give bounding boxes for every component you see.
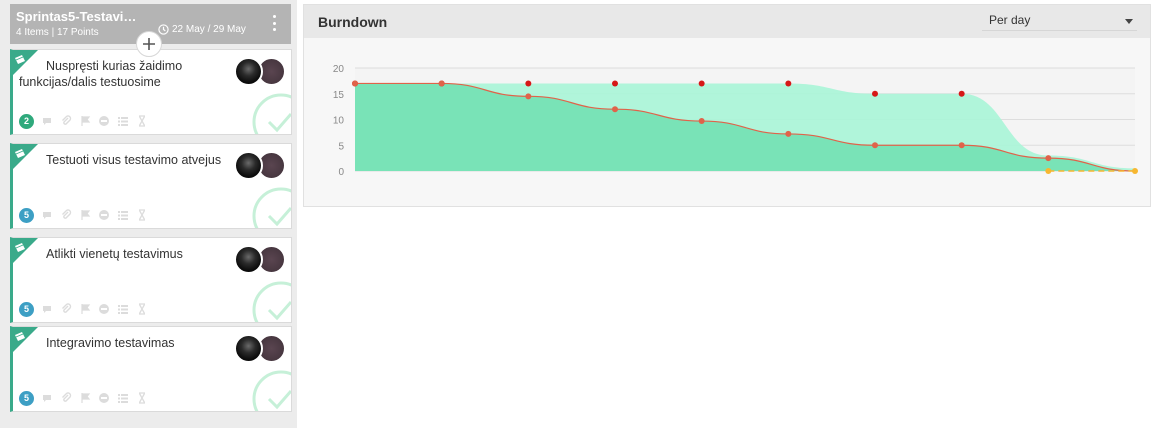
- hourglass-icon[interactable]: [136, 392, 148, 404]
- period-select-value: Per day: [989, 13, 1031, 27]
- task-card[interactable]: Atlikti vienetų testavimus 5: [10, 237, 292, 323]
- flag-icon[interactable]: [79, 115, 91, 127]
- series-2-line: [355, 82, 1136, 172]
- story-type-icon: [13, 327, 38, 352]
- series-2-point: [1045, 155, 1052, 162]
- attachment-icon[interactable]: [60, 209, 72, 221]
- story-type-icon: [13, 144, 38, 169]
- series-1-point: [958, 90, 965, 97]
- sprint-dates: 22 May / 29 May: [158, 24, 246, 35]
- points-badge: 5: [19, 301, 34, 317]
- avatar[interactable]: [234, 245, 263, 274]
- series-2-point: [958, 142, 965, 149]
- burndown-header: Burndown Per day: [304, 5, 1150, 38]
- flag-icon[interactable]: [79, 392, 91, 404]
- story-type-icon: [13, 238, 38, 263]
- series-2-point: [698, 118, 705, 125]
- assignees[interactable]: [234, 57, 286, 87]
- avatar[interactable]: [234, 151, 263, 180]
- hourglass-icon[interactable]: [136, 303, 148, 315]
- chevron-down-icon[interactable]: [1125, 19, 1133, 24]
- sprint-dates-text: 22 May / 29 May: [172, 24, 246, 35]
- attachment-icon[interactable]: [60, 303, 72, 315]
- hourglass-icon[interactable]: [136, 209, 148, 221]
- comment-icon[interactable]: [41, 115, 53, 127]
- comment-icon[interactable]: [41, 392, 53, 404]
- y-tick-label: 5: [338, 141, 344, 152]
- series-2-area: [355, 83, 1135, 171]
- done-check-icon[interactable]: [245, 180, 292, 229]
- y-tick-label: 20: [333, 64, 345, 75]
- assignees[interactable]: [234, 334, 286, 364]
- burndown-chart: 20 15 10 5 0: [333, 64, 1138, 178]
- series-2-point: [438, 80, 445, 87]
- card-title[interactable]: Nuspręsti kurias žaidimo funkcijas/dalis…: [19, 59, 183, 89]
- sprint-column: Sprintas5-Testavi… 4 Items | 17 Points 2…: [0, 0, 297, 428]
- points-badge: 5: [19, 390, 34, 406]
- done-check-icon[interactable]: [245, 274, 292, 323]
- attachment-icon[interactable]: [60, 392, 72, 404]
- series-2-point: [1132, 168, 1138, 174]
- assignees[interactable]: [234, 151, 286, 181]
- series-2-point: [785, 130, 792, 137]
- series-2-point: [352, 80, 358, 87]
- burndown-panel: Burndown Per day 20 15 10 5 0: [303, 4, 1151, 207]
- done-check-icon[interactable]: [245, 363, 292, 412]
- flag-icon[interactable]: [79, 209, 91, 221]
- comment-icon[interactable]: [41, 303, 53, 315]
- blocked-icon[interactable]: [98, 209, 110, 221]
- card-footer: 5: [19, 390, 148, 406]
- story-type-icon: [13, 50, 38, 75]
- flag-icon[interactable]: [79, 303, 91, 315]
- series-1-point: [612, 80, 618, 87]
- more-options-icon[interactable]: [271, 15, 277, 31]
- card-title[interactable]: Atlikti vienetų testavimus: [46, 247, 183, 261]
- checklist-icon[interactable]: [117, 303, 129, 315]
- checklist-icon[interactable]: [117, 115, 129, 127]
- done-check-icon[interactable]: [245, 86, 292, 135]
- period-select[interactable]: Per day: [982, 9, 1137, 31]
- comment-icon[interactable]: [41, 209, 53, 221]
- series-2-point: [612, 106, 618, 113]
- card-footer: 2: [19, 113, 148, 129]
- projected-point: [1045, 168, 1052, 174]
- series-1-point: [785, 80, 792, 87]
- task-card[interactable]: Nuspręsti kurias žaidimo funkcijas/dalis…: [10, 49, 292, 135]
- assignees[interactable]: [234, 245, 286, 275]
- series-1-point: [525, 80, 532, 87]
- card-title[interactable]: Integravimo testavimas: [46, 336, 175, 350]
- add-item-button[interactable]: [136, 31, 162, 57]
- attachment-icon[interactable]: [60, 115, 72, 127]
- blocked-icon[interactable]: [98, 303, 110, 315]
- y-tick-label: 0: [338, 167, 344, 178]
- points-badge: 2: [19, 113, 34, 129]
- series-2-point: [525, 93, 532, 100]
- blocked-icon[interactable]: [98, 115, 110, 127]
- burndown-title: Burndown: [318, 14, 388, 30]
- y-tick-label: 10: [333, 116, 345, 127]
- y-tick-label: 15: [333, 90, 345, 101]
- card-footer: 5: [19, 207, 148, 223]
- sprint-summary: 4 Items | 17 Points: [16, 27, 99, 38]
- series-1-point: [872, 90, 878, 97]
- series-1-point: [698, 80, 705, 87]
- avatar[interactable]: [234, 334, 263, 363]
- hourglass-icon[interactable]: [136, 115, 148, 127]
- blocked-icon[interactable]: [98, 392, 110, 404]
- sprint-title[interactable]: Sprintas5-Testavi…: [16, 9, 137, 24]
- task-card[interactable]: Testuoti visus testavimo atvejus 5: [10, 143, 292, 229]
- avatar[interactable]: [234, 57, 263, 86]
- series-2-point: [872, 142, 878, 149]
- checklist-icon[interactable]: [117, 209, 129, 221]
- points-badge: 5: [19, 207, 34, 223]
- task-card[interactable]: Integravimo testavimas 5: [10, 326, 292, 412]
- card-footer: 5: [19, 301, 148, 317]
- clock-icon: [158, 24, 169, 35]
- plus-icon: [143, 38, 155, 50]
- checklist-icon[interactable]: [117, 392, 129, 404]
- card-title[interactable]: Testuoti visus testavimo atvejus: [46, 153, 222, 167]
